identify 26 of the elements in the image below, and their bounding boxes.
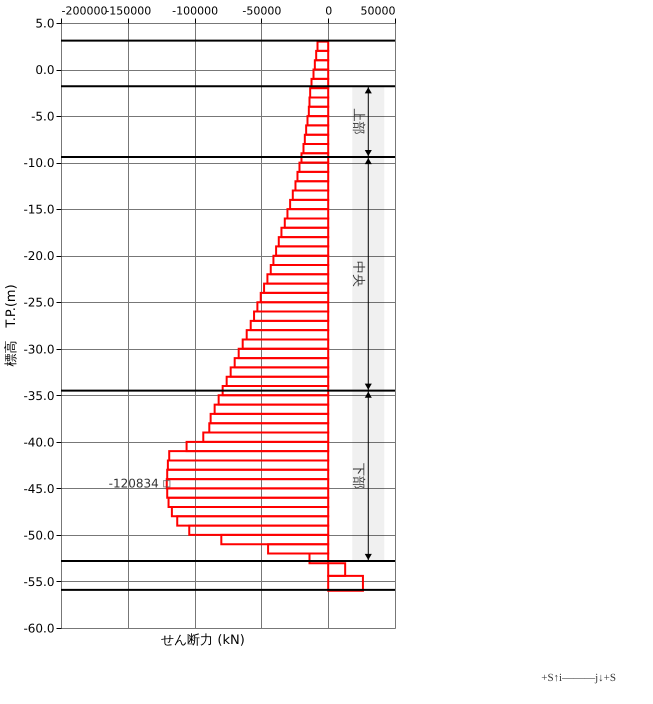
y-axis-title: 標高 T.P.(m) — [3, 284, 19, 367]
y-tick-label: -15.0 — [23, 202, 54, 217]
band-label: 下部 — [350, 462, 366, 489]
y-tick-label: -50.0 — [23, 528, 54, 542]
y-tick-label: -10.0 — [23, 156, 54, 170]
y-tick-label: 0.0 — [35, 63, 54, 78]
y-tick-label: 5.0 — [35, 16, 54, 30]
y-tick-label: -25.0 — [23, 296, 54, 310]
x-tick-label: 50000 — [360, 4, 396, 18]
x-tick-label: -150000 — [105, 4, 152, 18]
y-tick-label: -20.0 — [23, 249, 54, 264]
y-tick-label: -35.0 — [23, 388, 54, 403]
y-tick-label: -5.0 — [31, 110, 54, 124]
y-tick-label: -45.0 — [23, 482, 54, 496]
x-tick-label: -200000 — [62, 4, 108, 18]
x-tick-label: -100000 — [172, 4, 218, 18]
y-tick-label: -60.0 — [23, 622, 54, 636]
band-label: 上部 — [350, 108, 366, 135]
y-tick-label: -30.0 — [23, 342, 54, 356]
text: +S↑i———j↓+S — [541, 672, 616, 684]
y-tick-label: -55.0 — [23, 574, 54, 589]
x-tick-label: -50000 — [242, 4, 282, 18]
y-tick-label: -40.0 — [23, 435, 54, 450]
x-tick-label: 0 — [325, 4, 332, 18]
band-label: 中央 — [350, 260, 366, 287]
x-axis-title: せん断力 (kN) — [161, 633, 245, 648]
